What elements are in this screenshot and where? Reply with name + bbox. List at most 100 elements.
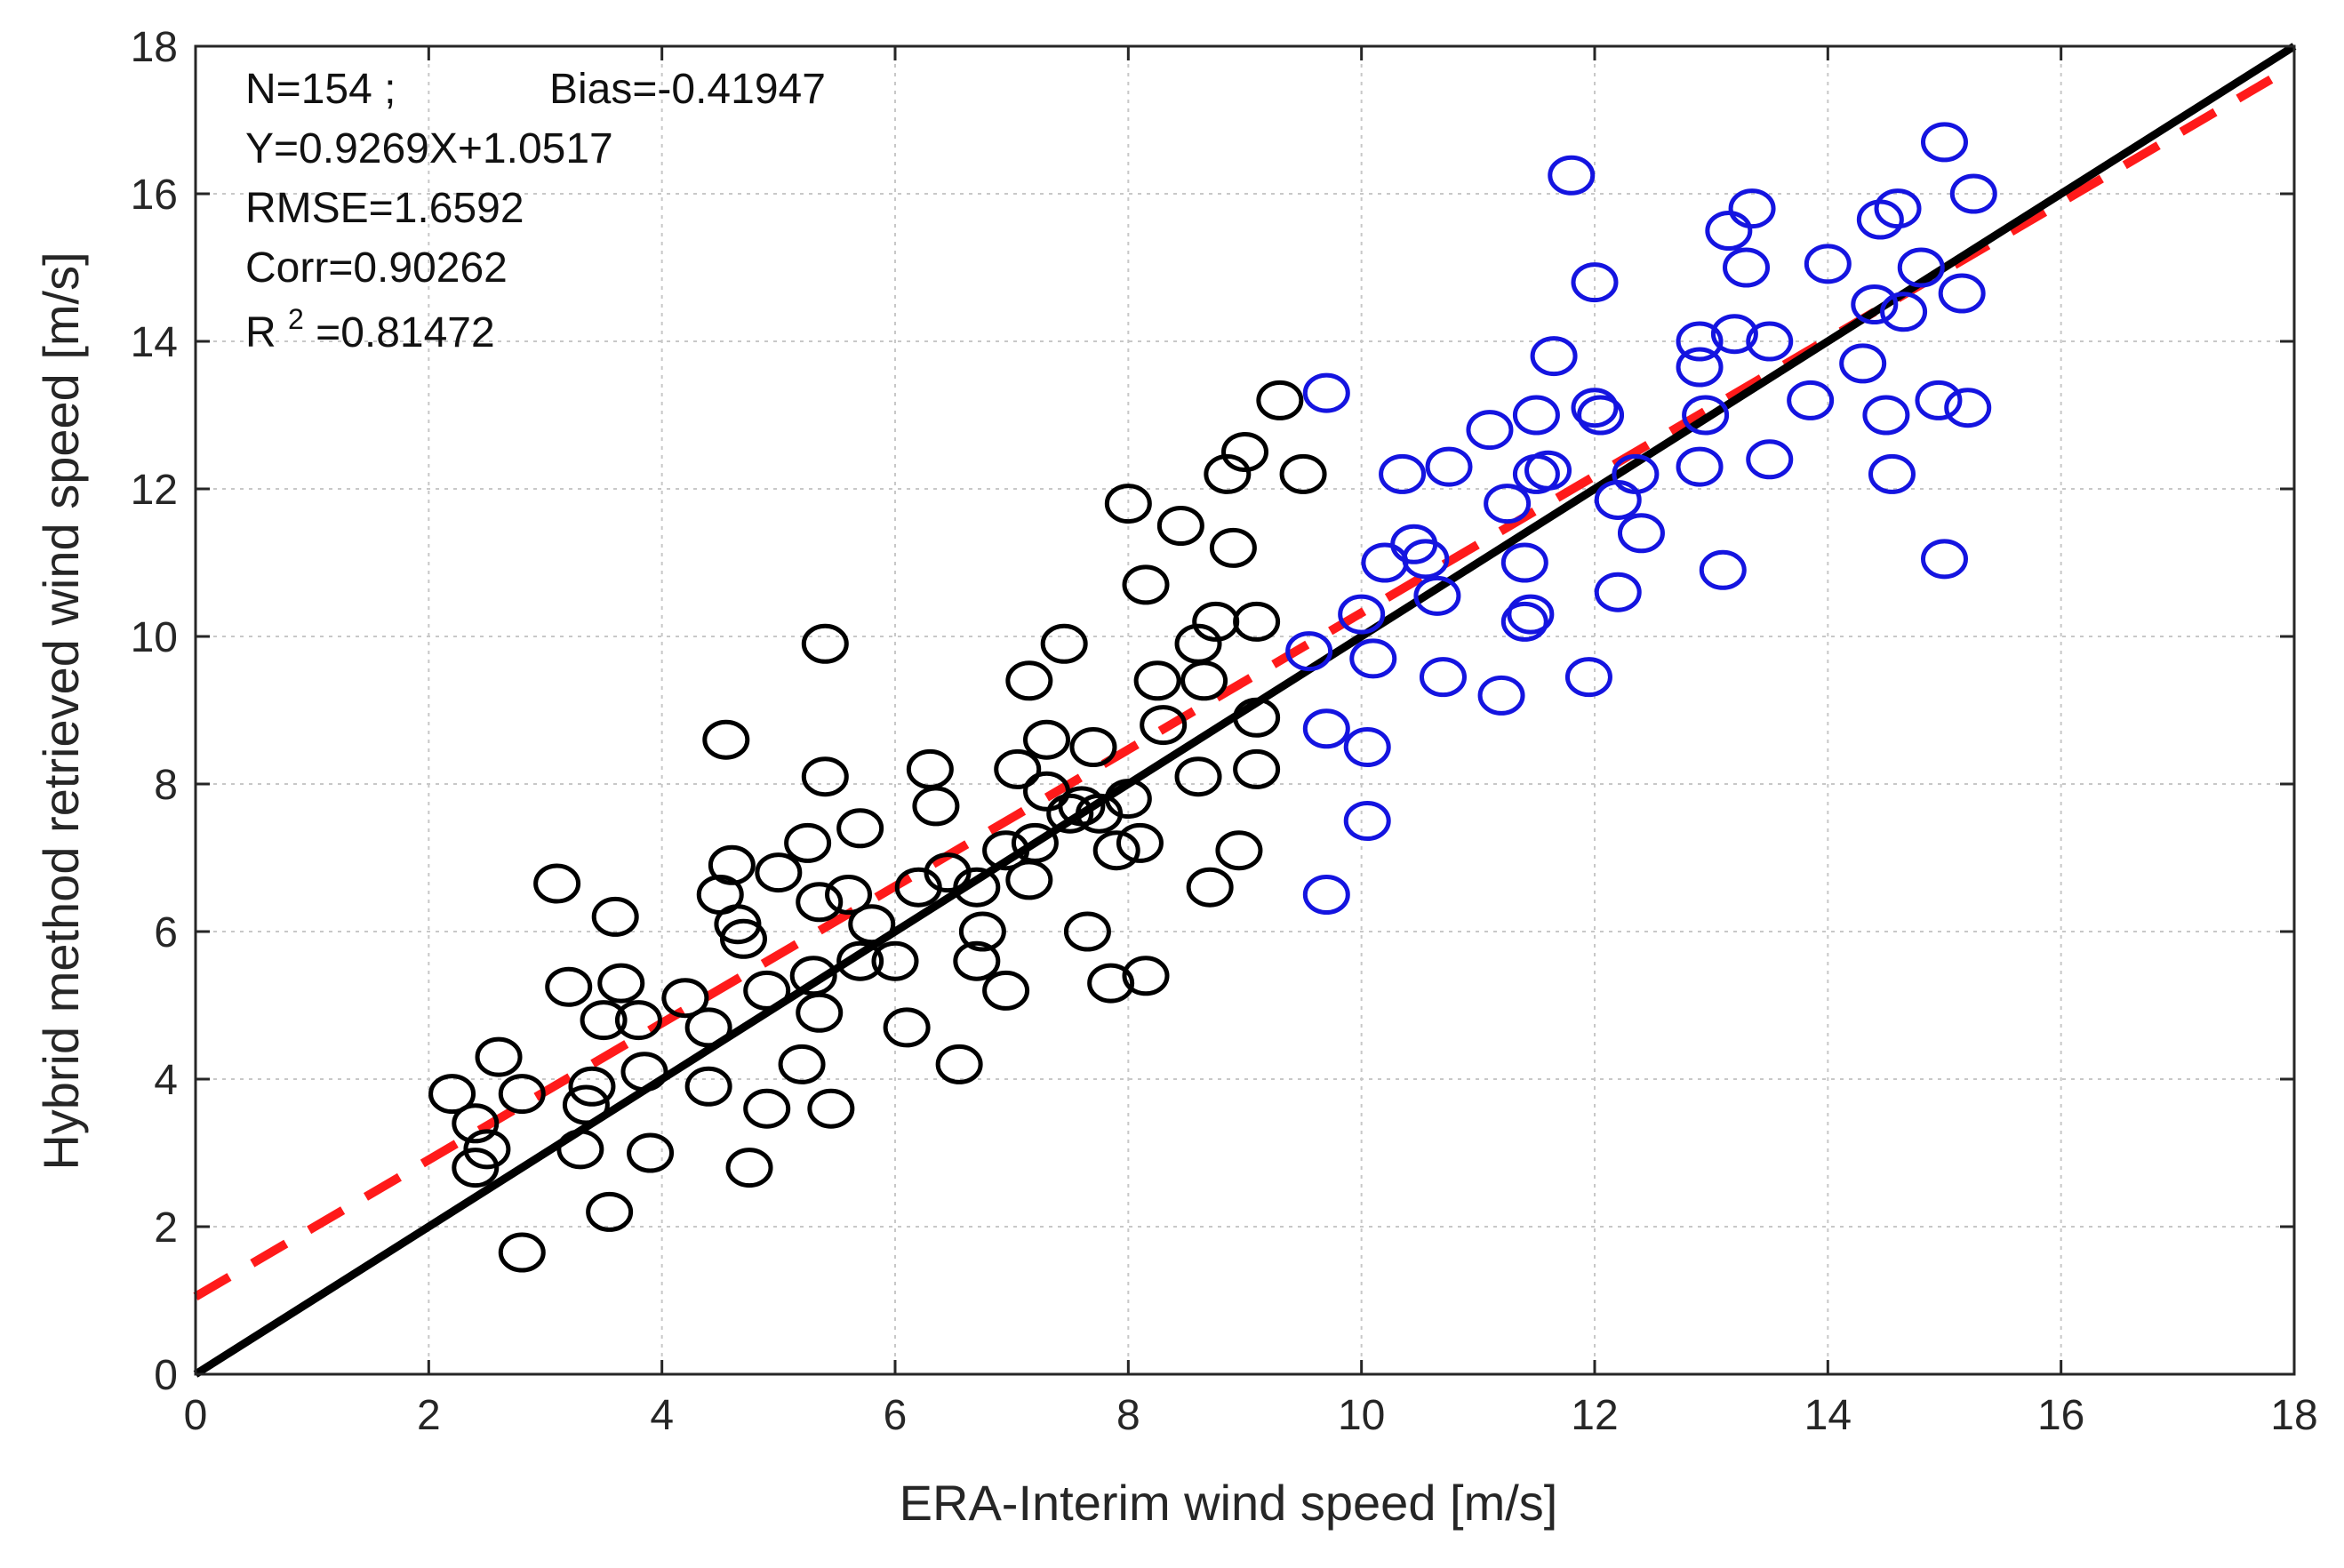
data-point-s0-53 <box>982 830 1030 871</box>
data-point-s1-33 <box>1617 513 1665 554</box>
data-point-s0-36 <box>801 756 849 797</box>
x-tick-label-14: 14 <box>1804 1392 1852 1439</box>
data-point-s0-14 <box>591 896 639 937</box>
stat-r-squared: R 2 =0.81472 <box>245 292 495 356</box>
data-point-s0-80 <box>1186 867 1234 908</box>
data-point-s0-65 <box>1069 727 1117 767</box>
data-point-s0-13 <box>586 1191 634 1232</box>
data-point-s1-23 <box>1524 450 1572 491</box>
y-tick-label-4: 4 <box>154 1057 178 1104</box>
stat-r-value: =0.81472 <box>316 309 495 356</box>
data-point-s0-31 <box>778 1044 826 1084</box>
data-point-s0-78 <box>1174 756 1222 797</box>
y-tick-label-18: 18 <box>131 24 178 71</box>
data-point-s0-76 <box>1156 506 1204 546</box>
data-point-s1-29 <box>1577 395 1625 436</box>
data-point-s1-26 <box>1564 657 1612 698</box>
data-point-s1-38 <box>1699 549 1747 590</box>
data-point-s0-38 <box>807 1088 855 1129</box>
data-point-s0-10 <box>562 1084 610 1125</box>
x-tick-label-10: 10 <box>1338 1392 1385 1439</box>
data-point-s0-27 <box>725 1148 773 1188</box>
y-tick-label-0: 0 <box>154 1352 178 1399</box>
y-axis-label: Hybrid method retrieved wind speed [m/s] <box>33 252 89 1170</box>
data-point-s0-42 <box>848 904 896 945</box>
data-point-s1-39 <box>1705 211 1753 251</box>
data-point-s0-11 <box>568 1066 616 1107</box>
y-tick-label-16: 16 <box>131 172 178 219</box>
data-point-s0-20 <box>684 1007 732 1048</box>
data-point-s1-2 <box>1302 708 1350 749</box>
data-point-s0-2 <box>452 1148 500 1188</box>
x-axis-label: ERA-Interim wind speed [m/s] <box>900 1475 1558 1531</box>
x-tick-label-12: 12 <box>1571 1392 1618 1439</box>
data-point-s0-83 <box>1209 527 1257 568</box>
data-point-s0-67 <box>1087 963 1135 1004</box>
data-point-s1-42 <box>1728 188 1776 229</box>
data-point-s1-37 <box>1682 395 1730 436</box>
data-point-s1-54 <box>1897 247 1945 288</box>
data-point-s0-88 <box>1233 748 1281 789</box>
data-point-s1-25 <box>1548 155 1596 196</box>
data-point-s1-6 <box>1343 801 1391 841</box>
data-point-s1-30 <box>1594 572 1642 612</box>
data-point-s0-15 <box>597 963 645 1004</box>
data-point-s1-28 <box>1571 262 1619 303</box>
data-point-s0-35 <box>796 882 844 923</box>
data-point-s0-75 <box>1140 705 1188 746</box>
data-point-s1-11 <box>1402 539 1450 580</box>
data-point-s0-39 <box>825 875 873 915</box>
data-point-s0-0 <box>428 1074 476 1115</box>
tick-labels: 0 2 4 6 8 10 12 14 16 18 0 2 4 6 8 10 12 14 16 18 <box>131 24 2318 1439</box>
data-point-s1-45 <box>1787 380 1835 420</box>
data-point-s0-29 <box>743 1088 791 1129</box>
data-point-s1-57 <box>1921 539 1968 580</box>
data-point-s1-9 <box>1379 453 1427 494</box>
data-point-s0-32 <box>784 822 832 863</box>
data-point-s0-17 <box>620 1052 668 1092</box>
data-point-s0-23 <box>702 719 750 760</box>
data-point-s1-60 <box>1949 173 1997 214</box>
data-point-s1-34 <box>1676 446 1724 487</box>
data-point-s0-6 <box>498 1232 546 1273</box>
data-point-s1-55 <box>1915 380 1963 420</box>
data-point-s1-53 <box>1880 292 1928 332</box>
data-point-s1-4 <box>1338 594 1386 635</box>
data-point-s1-43 <box>1746 321 1794 362</box>
data-point-s1-41 <box>1723 247 1771 288</box>
data-point-s1-12 <box>1413 575 1461 616</box>
data-point-s0-8 <box>545 966 593 1007</box>
x-tick-label-6: 6 <box>884 1392 908 1439</box>
data-point-s0-1 <box>452 1103 500 1144</box>
data-point-s0-9 <box>556 1129 604 1170</box>
plot-frame <box>194 44 2296 1376</box>
data-point-s1-24 <box>1530 336 1578 377</box>
data-point-s1-32 <box>1612 453 1660 494</box>
data-point-s1-1 <box>1302 372 1350 413</box>
data-point-s0-73 <box>1122 564 1170 605</box>
data-point-s0-87 <box>1233 697 1281 738</box>
stat-bias: Bias=-0.41947 <box>549 66 826 113</box>
data-point-s0-18 <box>627 1132 675 1173</box>
data-point-s1-13 <box>1419 657 1467 698</box>
x-tick-label-4: 4 <box>650 1392 674 1439</box>
data-point-s0-5 <box>498 1074 546 1115</box>
y-tick-label-10: 10 <box>131 614 178 661</box>
data-point-s1-40 <box>1710 314 1758 355</box>
data-point-s0-84 <box>1215 830 1263 871</box>
data-point-s0-61 <box>1040 623 1088 664</box>
data-point-s1-44 <box>1746 439 1794 480</box>
stat-r-letter: R <box>245 309 276 356</box>
data-point-s1-59 <box>1944 388 1992 428</box>
data-point-s1-52 <box>1874 188 1922 229</box>
data-point-s0-3 <box>463 1129 511 1170</box>
data-point-s0-34 <box>796 992 844 1033</box>
data-point-s0-28 <box>743 970 791 1011</box>
data-point-s0-12 <box>580 1000 628 1041</box>
data-point-s0-82 <box>1204 453 1252 494</box>
data-point-s1-35 <box>1676 347 1724 388</box>
data-point-s1-18 <box>1500 601 1548 642</box>
data-point-s1-47 <box>1839 343 1887 384</box>
data-point-s0-40 <box>836 808 884 849</box>
